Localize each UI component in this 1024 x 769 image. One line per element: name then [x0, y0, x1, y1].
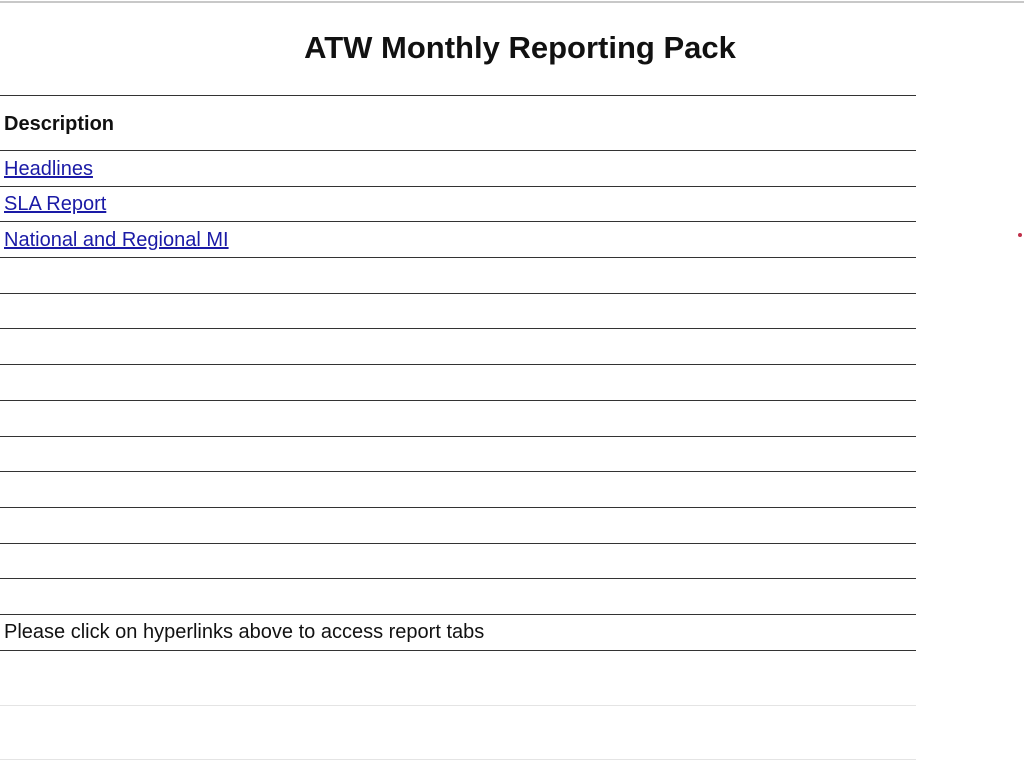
instruction-note: Please click on hyperlinks above to acce… — [4, 621, 485, 643]
link-headlines[interactable]: Headlines — [4, 158, 93, 180]
page-title: ATW Monthly Reporting Pack — [304, 30, 736, 65]
row-divider — [0, 507, 916, 508]
row-divider — [0, 400, 916, 401]
row-divider — [0, 95, 916, 96]
row-divider — [0, 293, 916, 294]
row-divider — [0, 328, 916, 329]
link-national-regional-mi[interactable]: National and Regional MI — [4, 229, 229, 251]
row-divider — [0, 364, 916, 365]
row-divider — [0, 186, 916, 187]
row-divider — [0, 543, 916, 544]
cursor-dot — [1018, 233, 1022, 237]
row-divider — [0, 221, 916, 222]
row-divider — [0, 150, 916, 151]
column-header-description: Description — [4, 113, 115, 135]
row-divider — [0, 650, 916, 651]
gridline — [0, 759, 916, 760]
top-border — [0, 1, 1024, 3]
row-divider — [0, 257, 916, 258]
row-divider — [0, 471, 916, 472]
link-sla-report[interactable]: SLA Report — [4, 193, 107, 215]
gridline — [0, 705, 916, 706]
row-divider — [0, 614, 916, 615]
row-divider — [0, 578, 916, 579]
row-divider — [0, 436, 916, 437]
